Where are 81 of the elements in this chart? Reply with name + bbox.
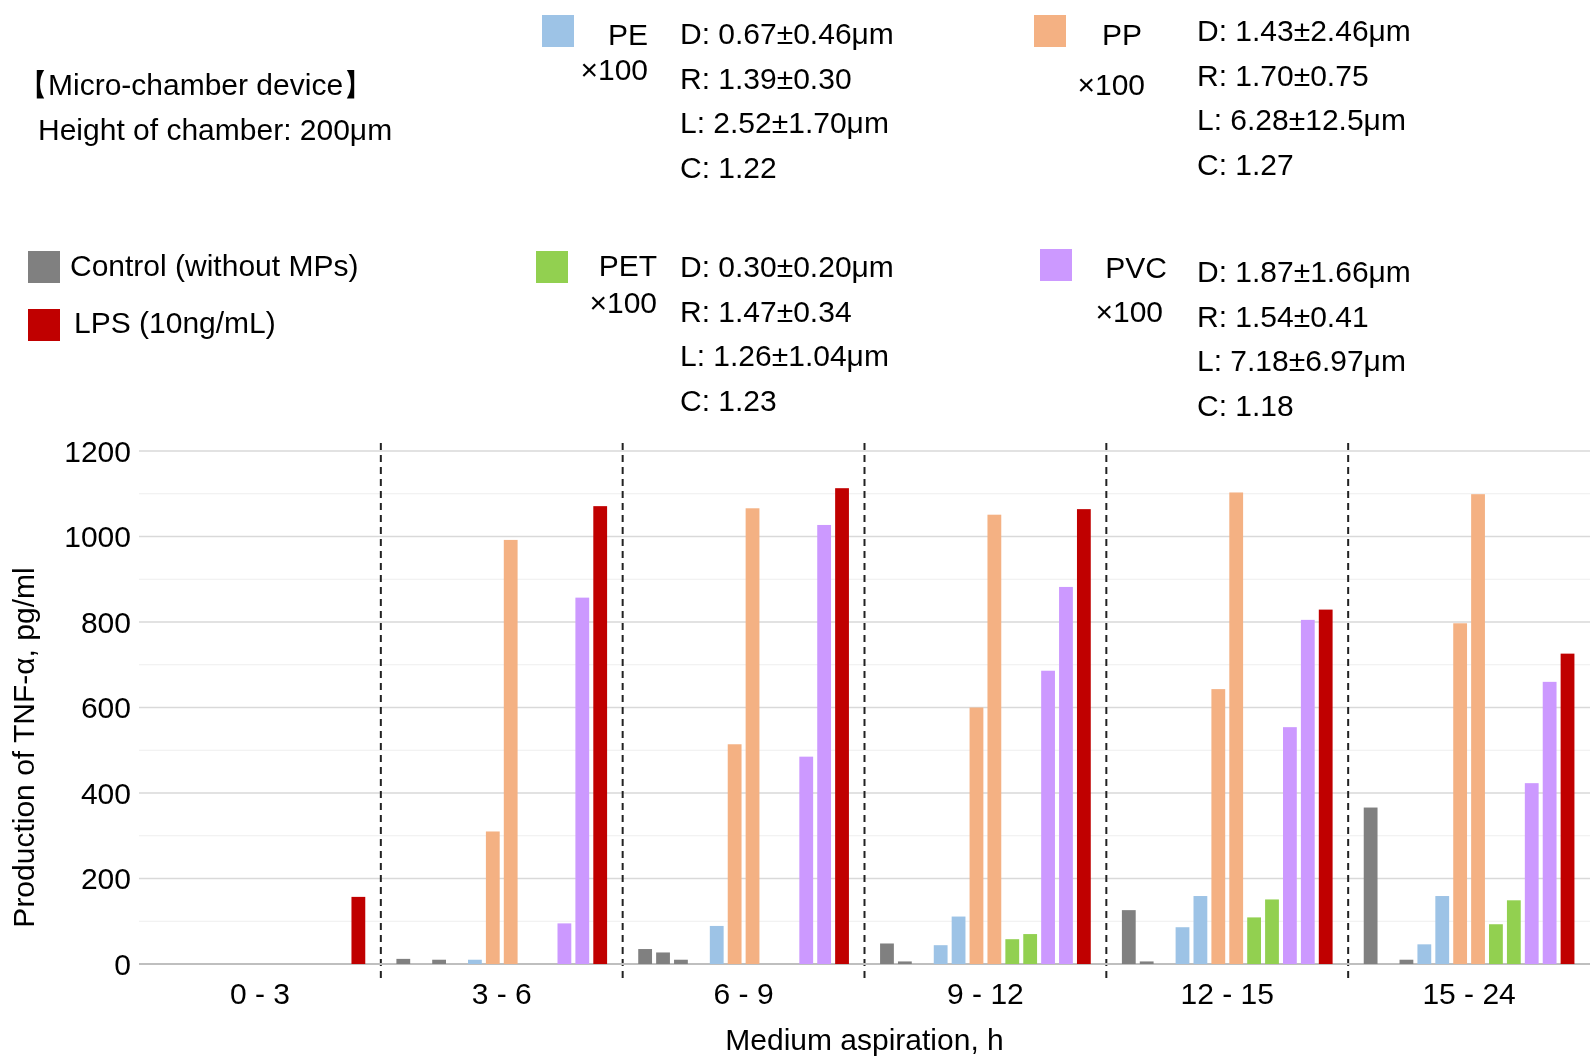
bar — [638, 949, 653, 964]
legend-label: Control (without MPs) — [70, 249, 359, 282]
bar — [674, 959, 688, 964]
bar — [1005, 939, 1020, 964]
bar — [1363, 807, 1378, 964]
y-tick-label: 0 — [114, 947, 131, 981]
bar — [503, 539, 518, 964]
bar — [575, 597, 590, 964]
bar — [1453, 623, 1468, 964]
y-tick-label: 400 — [80, 776, 131, 810]
x-axis-title: Medium aspiration, h — [725, 1023, 1004, 1056]
y-tick-label: 1200 — [64, 434, 131, 468]
bar — [709, 925, 724, 964]
x-tick-label: 0 - 3 — [229, 977, 290, 1010]
legend-label: LPS (10ng/mL) — [74, 306, 276, 339]
bar — [897, 961, 912, 964]
x-tick-label: 12 - 15 — [1180, 977, 1274, 1010]
bar — [557, 923, 572, 964]
bar — [745, 508, 760, 964]
bar — [1524, 783, 1539, 964]
y-tick-label: 200 — [80, 862, 131, 895]
bar — [1139, 961, 1154, 964]
legend-label: PVC — [1105, 251, 1167, 284]
bar — [1229, 492, 1244, 964]
bar — [817, 524, 832, 964]
text: D: 1.87±1.66μm R: 1.54±0.41 L: 7.18±6.97μm C: 1.18 — [1197, 255, 1411, 422]
bar — [1542, 681, 1557, 964]
bar — [1283, 727, 1297, 964]
bar — [1211, 689, 1226, 964]
bar — [432, 959, 446, 964]
bar — [485, 831, 500, 964]
text: 【Micro-chamber device】 — [18, 68, 374, 101]
bar — [1059, 586, 1073, 964]
bar — [933, 945, 948, 964]
legend-label: PET — [598, 249, 657, 282]
bar — [1041, 670, 1055, 964]
text: ×100 — [1077, 68, 1145, 101]
y-tick-label: 1000 — [64, 520, 131, 553]
bar — [1471, 494, 1485, 964]
bar — [1417, 944, 1432, 964]
bar — [1023, 934, 1038, 964]
y-tick-label: 600 — [80, 691, 131, 724]
bar — [880, 943, 894, 964]
bar — [1121, 910, 1136, 964]
bar — [835, 488, 849, 964]
text: Height of chamber: 200μm — [38, 113, 393, 146]
bar — [799, 756, 814, 964]
y-axis-title: Production of TNF-α, pg/ml — [7, 567, 40, 928]
text: D: 0.67±0.46μm R: 1.39±0.30 L: 2.52±1.70μm C: 1.22 — [680, 17, 894, 184]
bar — [1175, 927, 1190, 964]
text: ×100 — [580, 53, 648, 86]
bar — [1560, 653, 1575, 964]
bar — [1193, 896, 1208, 964]
y-tick-label: 800 — [80, 605, 131, 639]
text: ×100 — [589, 286, 657, 319]
x-tick-label: 3 - 6 — [471, 977, 532, 1010]
text: D: 1.43±2.46μm R: 1.70±0.75 L: 6.28±12.5μm C: 1.27 — [1197, 14, 1411, 181]
bar — [468, 959, 482, 964]
bar — [1318, 609, 1333, 964]
legend-label: PP — [1101, 18, 1142, 51]
bar — [1435, 896, 1450, 964]
bar — [987, 514, 1002, 964]
bar — [396, 958, 411, 964]
bar — [969, 707, 984, 964]
bar — [727, 744, 742, 964]
bar — [351, 896, 366, 964]
bar — [1265, 899, 1279, 964]
text: ×100 — [1095, 295, 1163, 328]
bar — [1506, 900, 1521, 964]
bar — [951, 916, 966, 964]
x-tick-label: 9 - 12 — [947, 977, 1024, 1010]
bar — [1247, 917, 1261, 964]
bar — [656, 952, 670, 964]
x-tick-label: 6 - 9 — [713, 977, 774, 1010]
bar — [593, 506, 608, 964]
legend-label: PE — [607, 18, 648, 51]
text: D: 0.30±0.20μm R: 1.47±0.34 L: 1.26±1.04μm C: 1.23 — [680, 250, 894, 417]
bar — [1076, 509, 1091, 964]
x-tick-label: 15 - 24 — [1422, 977, 1516, 1010]
bar — [1300, 619, 1315, 964]
bar — [1489, 924, 1503, 964]
